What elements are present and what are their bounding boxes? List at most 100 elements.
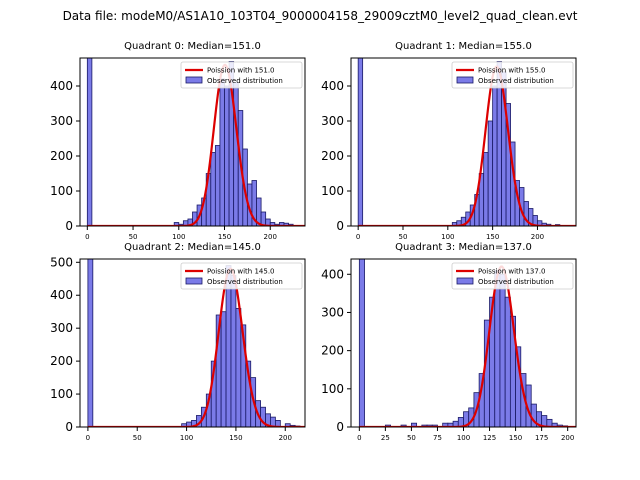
y-tick-label: 400 [50,79,73,93]
x-tick-label: 150 [229,434,242,442]
histogram-bar [87,259,94,427]
y-tick-label: 400 [321,79,344,93]
legend: Poission with 155.0 Observed distribution [451,61,574,89]
x-tick-label: 0 [86,434,90,442]
legend-box [451,262,574,290]
histogram-bar [494,270,501,427]
legend-bar-label: Observed distribution [478,77,554,85]
histogram-bar [499,273,506,427]
legend-line-label: Poission with 137.0 [478,268,546,276]
histogram-bar [86,58,93,226]
legend: Poission with 145.0 Observed distribution [180,262,303,290]
figure-suptitle: Data file: modeM0/AS1A10_103T04_90000041… [63,9,578,23]
panel-title: Quadrant 2: Median=145.0 [124,242,261,253]
quadrant-panel-0: Quadrant 0: Median=151.0 0 100 200 300 400 0 50… [50,41,306,241]
y-tick-label: 400 [321,267,344,281]
legend-bar-label: Observed distribution [478,278,554,286]
x-tick-label: 0 [357,434,361,442]
y-tick-label: 500 [50,255,73,269]
legend-line-label: Poission with 145.0 [207,268,275,276]
poisson-curve [87,267,305,427]
quadrant-panel-3: Quadrant 3: Median=137.0 0 100 200 300 400 0 25… [321,242,577,442]
y-tick-label: 200 [50,354,73,368]
poisson-curve [358,65,576,226]
histogram-bar [225,265,232,427]
y-tick-label: 300 [321,114,344,128]
histogram-bar [224,85,230,226]
x-tick-label: 50 [133,434,142,442]
y-tick-label: 200 [50,149,73,163]
x-tick-label: 100 [441,233,454,241]
x-tick-label: 150 [218,233,231,241]
legend: Poission with 137.0 Observed distribution [451,262,574,290]
x-tick-label: 50 [399,233,408,241]
x-tick-label: 75 [433,434,442,442]
quadrant-panels: Quadrant 0: Median=151.0 0 100 200 300 400 0 50… [50,41,577,442]
x-tick-label: 200 [531,233,544,241]
y-tick-label: 0 [336,420,344,434]
x-tick-label: 200 [279,434,292,442]
x-tick-label: 0 [85,233,89,241]
y-tick-label: 0 [336,219,344,233]
x-tick-label: 50 [129,233,138,241]
histogram-bar [220,311,227,427]
histogram-bar [492,85,498,226]
poisson-curve [87,63,305,226]
legend-bar-swatch [456,277,474,285]
y-tick-label: 100 [321,184,344,198]
y-tick-label: 100 [50,184,73,198]
legend-bar-label: Observed distribution [207,77,283,85]
y-tick-label: 300 [321,305,344,319]
x-tick-label: 200 [561,434,574,442]
x-tick-label: 100 [180,434,193,442]
y-tick-label: 200 [321,344,344,358]
histogram-bar [230,275,237,427]
histogram-bar [487,120,494,226]
legend-bar-label: Observed distribution [207,278,283,286]
legend-box [451,61,574,89]
axes-frame [79,258,306,428]
x-tick-label: 0 [356,233,360,241]
legend-line-label: Poission with 151.0 [207,67,275,75]
histogram-bar [210,152,216,226]
axes-frame [79,57,306,227]
legend: Poission with 151.0 Observed distribution [180,61,303,89]
x-tick-label: 25 [381,434,390,442]
poisson-curve [359,265,576,427]
histogram-bar [504,296,511,427]
histogram-bar [357,58,364,226]
panel-title: Quadrant 3: Median=137.0 [395,242,532,253]
legend-bar-swatch [456,76,474,84]
histogram-bar [214,145,221,226]
y-tick-label: 0 [65,420,73,434]
x-tick-label: 175 [535,434,548,442]
legend-bar-swatch [185,277,203,285]
y-tick-label: 300 [50,321,73,335]
panel-title: Quadrant 1: Median=155.0 [395,41,532,52]
x-tick-label: 200 [264,233,277,241]
x-tick-label: 100 [172,233,185,241]
histogram-bar [483,152,489,226]
y-tick-label: 400 [50,288,73,302]
y-tick-label: 0 [65,219,73,233]
y-tick-label: 200 [321,149,344,163]
legend-box [180,61,303,89]
x-tick-label: 150 [509,434,522,442]
x-tick-label: 150 [486,233,499,241]
histogram-bar [235,308,242,427]
panel-title: Quadrant 0: Median=151.0 [124,41,261,52]
histogram-bar [274,420,281,427]
histogram-bar [358,259,365,427]
legend-line-label: Poission with 155.0 [478,67,546,75]
histogram-bars [87,259,301,427]
legend-box [180,262,303,290]
x-tick-label: 125 [483,434,496,442]
quadrant-panel-2: Quadrant 2: Median=145.00100200300400500… [50,242,306,442]
legend-bar-swatch [185,76,203,84]
histogram-bar [219,78,225,226]
y-tick-label: 300 [50,114,73,128]
quadrant-panel-1: Quadrant 1: Median=155.0 0 100 200 300 400 0 50… [321,41,577,241]
y-tick-label: 100 [321,382,344,396]
x-tick-label: 50 [407,434,416,442]
